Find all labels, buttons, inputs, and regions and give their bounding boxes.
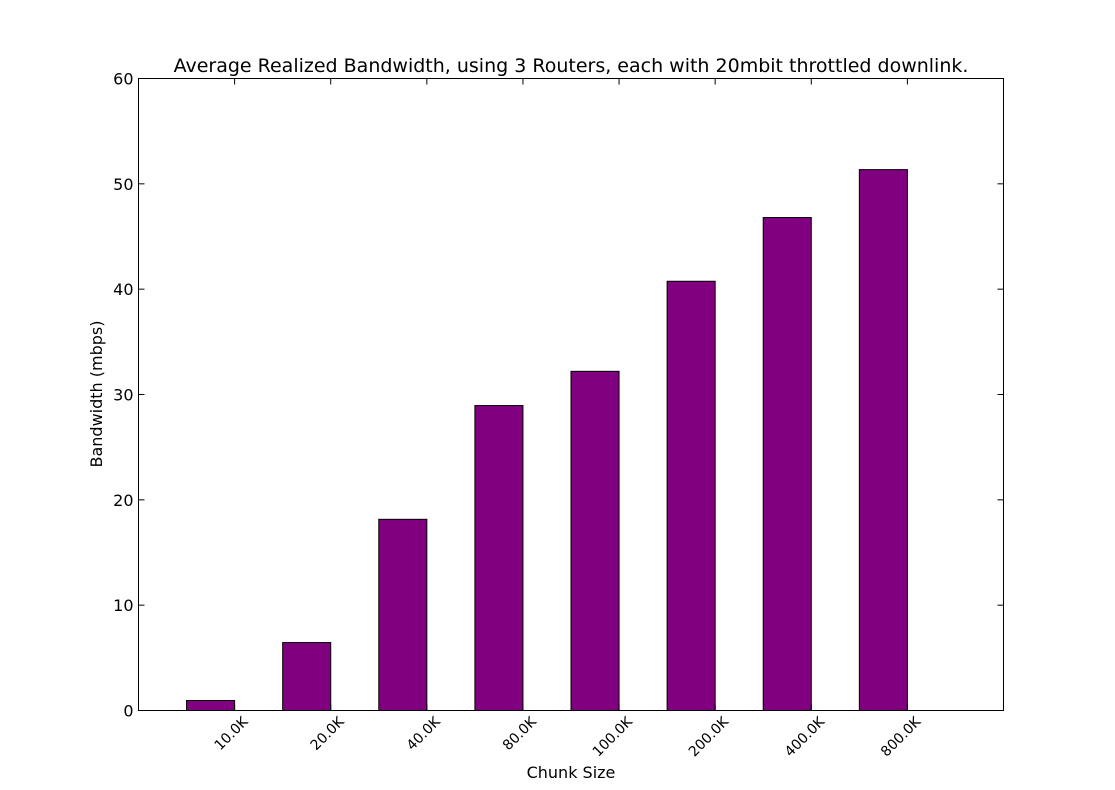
x-axis-label: Chunk Size <box>527 763 616 782</box>
y-axis-label: Bandwidth (mbps) <box>87 321 106 468</box>
x-tick-label-400.0K: 400.0K <box>782 713 829 760</box>
x-tick-label-10.0K: 10.0K <box>212 713 252 753</box>
bar-20.0K <box>282 642 332 711</box>
y-tick-label-20: 20 <box>113 491 133 510</box>
y-tick-label-0: 0 <box>123 702 133 721</box>
bar-40.0K <box>378 518 428 711</box>
bar-200.0K <box>666 280 716 711</box>
bars-layer <box>186 169 908 712</box>
y-tick-label-40: 40 <box>113 280 133 299</box>
x-tick-label-800.0K: 800.0K <box>878 713 925 760</box>
y-tick-label-10: 10 <box>113 596 133 615</box>
x-tick-label-200.0K: 200.0K <box>686 713 733 760</box>
plot-frame <box>138 78 1004 711</box>
chart-title: Average Realized Bandwidth, using 3 Rout… <box>174 55 969 77</box>
bar-80.0K <box>474 405 524 711</box>
x-tick-label-100.0K: 100.0K <box>590 713 637 760</box>
bar-100.0K <box>570 370 620 711</box>
y-tick-label-30: 30 <box>113 386 133 405</box>
x-tick-label-40.0K: 40.0K <box>404 713 444 753</box>
y-tick-label-50: 50 <box>113 175 133 194</box>
bar-800.0K <box>858 169 908 711</box>
y-tick-label-60: 60 <box>113 70 133 89</box>
bar-400.0K <box>762 217 812 711</box>
x-tick-label-80.0K: 80.0K <box>500 713 540 753</box>
x-tick-label-20.0K: 20.0K <box>308 713 348 753</box>
bar-10.0K <box>186 699 236 712</box>
